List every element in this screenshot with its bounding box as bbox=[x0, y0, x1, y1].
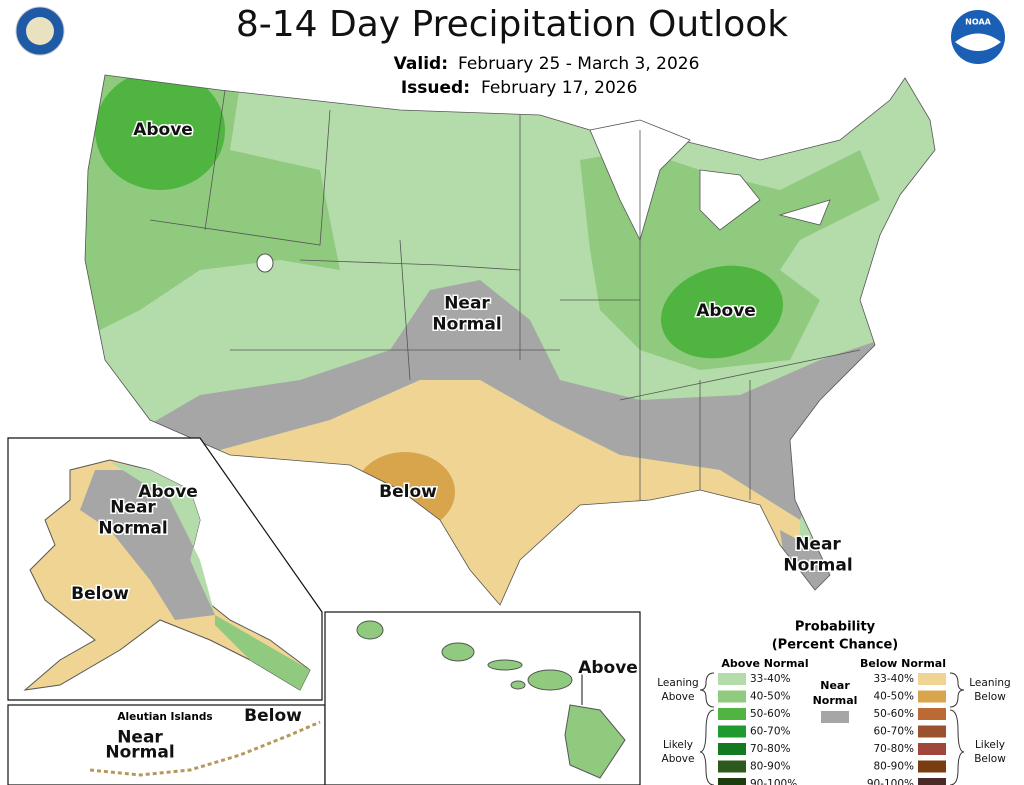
region-label: Below bbox=[71, 584, 129, 604]
region-label: Above bbox=[133, 120, 193, 140]
hawaii-islands bbox=[356, 620, 626, 779]
above-range: 50-60% bbox=[750, 708, 791, 720]
region-label: Near bbox=[117, 728, 163, 748]
leaning-below: Leaning bbox=[969, 677, 1010, 689]
below-range: 60-70% bbox=[874, 726, 915, 738]
issued-label: Issued: bbox=[401, 78, 470, 98]
above-range: 60-70% bbox=[750, 726, 791, 738]
below-swatch bbox=[918, 690, 946, 703]
alaska-panhandle bbox=[215, 615, 310, 690]
above-swatch bbox=[718, 778, 746, 785]
zone-above-50-ohio bbox=[660, 265, 784, 359]
region-label: Above bbox=[696, 301, 756, 321]
noaa-text: NOAA bbox=[965, 18, 991, 27]
issued-date: February 17, 2026 bbox=[481, 78, 637, 98]
aleutian-islands bbox=[89, 720, 321, 777]
above-swatch bbox=[718, 760, 746, 773]
above-header: Above Normal bbox=[721, 657, 808, 670]
above-swatch bbox=[718, 673, 746, 685]
zone-above-50-nw bbox=[95, 75, 225, 190]
likely-above: Likely bbox=[663, 739, 693, 751]
leaning-below: Below bbox=[974, 691, 1006, 703]
below-range: 40-50% bbox=[874, 691, 915, 703]
leaning-above: Above bbox=[662, 691, 695, 703]
above-swatch bbox=[718, 690, 746, 703]
above-range: 70-80% bbox=[750, 743, 791, 755]
region-label: Below bbox=[244, 706, 302, 726]
region-label: Above bbox=[578, 658, 638, 678]
legend-title: (Percent Chance) bbox=[772, 638, 899, 653]
state-lines bbox=[149, 89, 861, 500]
above-swatch bbox=[718, 743, 746, 755]
region-label: Below bbox=[379, 482, 437, 502]
region-label: Normal bbox=[98, 519, 167, 539]
region-label: Normal bbox=[783, 556, 852, 576]
likely-above: Above bbox=[662, 753, 695, 765]
region-label: Near bbox=[795, 535, 841, 555]
above-range: 90-100% bbox=[750, 778, 797, 785]
braces bbox=[699, 672, 965, 785]
near-label: Near bbox=[820, 679, 850, 692]
legend-title: Probability bbox=[795, 620, 876, 635]
below-swatch bbox=[918, 760, 946, 773]
below-range: 70-80% bbox=[874, 743, 915, 755]
near-label: Normal bbox=[813, 694, 858, 707]
noaa-wave bbox=[955, 33, 1001, 51]
aleutian-title: Aleutian Islands bbox=[117, 711, 212, 723]
below-range: 80-90% bbox=[874, 761, 915, 773]
region-label: Near bbox=[444, 294, 490, 314]
doc-seal-center bbox=[26, 17, 54, 45]
above-swatch bbox=[718, 708, 746, 720]
legend: Probability (Percent Chance) Above Normal B… bbox=[657, 620, 1011, 785]
below-swatch bbox=[918, 708, 946, 720]
great-lakes bbox=[589, 119, 831, 242]
contiguous-us bbox=[85, 75, 935, 605]
above-range: 33-40% bbox=[750, 673, 791, 685]
valid-dates: February 25 - March 3, 2026 bbox=[458, 54, 699, 74]
alaska-above bbox=[110, 462, 215, 615]
aleutian-inset bbox=[7, 704, 326, 785]
zone-near-normal bbox=[140, 280, 900, 520]
above-range: 40-50% bbox=[750, 691, 791, 703]
below-swatch bbox=[918, 673, 946, 685]
leaning-above: Leaning bbox=[657, 677, 698, 689]
valid-label: Valid: bbox=[394, 54, 448, 74]
region-label: Near bbox=[110, 498, 156, 518]
salt-lake bbox=[256, 253, 274, 273]
likely-below: Below bbox=[974, 753, 1006, 765]
below-swatch bbox=[918, 743, 946, 755]
below-swatch bbox=[918, 725, 946, 738]
below-swatch bbox=[918, 778, 946, 785]
above-swatch bbox=[718, 725, 746, 738]
below-range: 33-40% bbox=[874, 673, 915, 685]
region-label: Normal bbox=[432, 315, 501, 335]
below-range: 50-60% bbox=[874, 708, 915, 720]
above-range: 80-90% bbox=[750, 761, 791, 773]
near-swatch bbox=[821, 711, 849, 723]
region-labels: AboveNearNormalAboveBelowNearNormalAbove… bbox=[70, 119, 855, 765]
likely-below: Likely bbox=[975, 739, 1005, 751]
region-label: Above bbox=[138, 482, 198, 502]
below-header: Below Normal bbox=[860, 657, 946, 670]
region-label: Normal bbox=[105, 743, 174, 763]
title: 8-14 Day Precipitation Outlook bbox=[236, 4, 788, 45]
zone-above-40-east bbox=[580, 150, 880, 370]
below-range: 90-100% bbox=[867, 778, 914, 785]
